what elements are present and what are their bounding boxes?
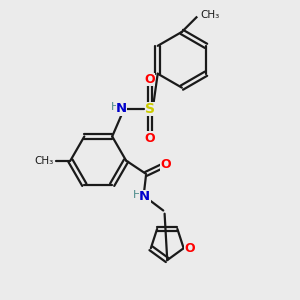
Text: N: N [139, 190, 150, 203]
Text: CH₃: CH₃ [200, 10, 220, 20]
Text: O: O [145, 73, 155, 86]
Text: H: H [133, 190, 141, 200]
Text: S: S [145, 102, 155, 116]
Text: O: O [145, 132, 155, 145]
Text: H: H [110, 102, 119, 112]
Text: CH₃: CH₃ [35, 156, 54, 166]
Text: N: N [116, 102, 127, 116]
Text: O: O [160, 158, 171, 171]
Text: O: O [184, 242, 195, 255]
